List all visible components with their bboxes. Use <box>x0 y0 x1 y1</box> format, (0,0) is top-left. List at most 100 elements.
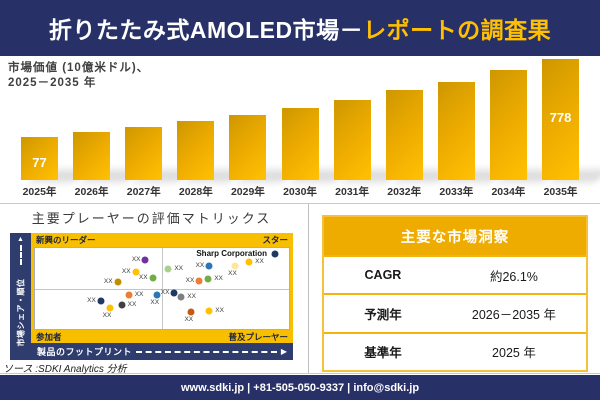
x-axis-tick: 2034年 <box>491 186 526 198</box>
x-axis-tick: 2032年 <box>387 186 422 198</box>
matrix-y-axis-band: ▲ 市場シェア・順位 <box>10 233 31 360</box>
chart-caption: 市場価値 (10億米ドル)、 2025－2035 年 <box>8 61 149 91</box>
scatter-point-dot <box>149 274 157 282</box>
x-axis-dashed-line <box>136 350 277 353</box>
up-arrow-icon: ▲ <box>17 236 24 243</box>
player-evaluation-matrix: ▲ 市場シェア・順位 新興のリーダー スター XX XX XX XX XX XX XX XX X… <box>10 233 293 360</box>
footer-contact-text: www.sdki.jp | +81-505-050-9337 | info@sd… <box>180 381 420 394</box>
matrix-scatter-plot: XX XX XX XX XX XX XX XX XX Sharp Corporation XX XX X… <box>34 246 290 331</box>
matrix-top-band: 新興のリーダー スター <box>31 233 293 247</box>
bar-value-label: 77 <box>32 155 47 171</box>
chart-caption-line2: 2025－2035 年 <box>8 77 97 89</box>
matrix-bottom-band: 参加者 普及プレーヤー <box>31 330 293 343</box>
matrix-title: 主要プレーヤーの評価マトリックス <box>31 211 272 226</box>
matrix-main: 新興のリーダー スター XX XX XX XX XX XX XX XX XX Sharp Corp… <box>31 233 293 360</box>
footer-bar: www.sdki.jp | +81-505-050-9337 | info@sd… <box>0 375 600 400</box>
scatter-point-label: XX <box>184 315 194 323</box>
scatter-point-label: XX <box>174 265 184 273</box>
bar-2029年 <box>229 115 267 180</box>
scatter-point-label: XX <box>255 257 264 265</box>
table-row-value: 約26.1% <box>489 269 538 284</box>
bar-2031年 <box>333 100 371 180</box>
insights-table-header: 主要な市場洞察 <box>324 217 586 255</box>
scatter-point-dot <box>114 278 122 286</box>
source-note: ソース :SDKI Analytics 分析 <box>3 364 127 375</box>
bar-2030年 <box>281 108 319 180</box>
x-axis-tick: 2027年 <box>126 186 161 198</box>
bar-2033年 <box>437 82 475 180</box>
bar-2034年 <box>489 70 527 180</box>
scatter-point-label: XX <box>103 278 113 286</box>
scatter-point-dot <box>195 277 203 285</box>
scatter-point-dot <box>170 289 178 297</box>
x-axis-tick: 2025年 <box>22 186 57 198</box>
scatter-point-label: XX <box>131 255 141 263</box>
scatter-point-dot <box>97 297 105 305</box>
bar-value-label: 778 <box>549 109 572 125</box>
table-row-value: 2025 年 <box>492 346 536 361</box>
scatter-point-label: XX <box>150 298 160 306</box>
scatter-point-label: XX <box>102 311 112 319</box>
quadrant-label-participants: 参加者 <box>36 331 62 342</box>
page-title-accent: レポートの調査果 <box>363 17 552 43</box>
header-banner: 折りたたみ式AMOLED市場－ レポートの調査果 <box>0 0 600 56</box>
scatter-point-label: XX <box>185 277 195 285</box>
y-axis-dashed-line <box>19 245 22 265</box>
x-axis-tick: 2033年 <box>439 186 474 198</box>
matrix-x-axis-band: 製品のフットプリント ▶ <box>31 343 293 360</box>
quadrant-label-emerging-leaders: 新興のリーダー <box>36 234 96 245</box>
scatter-point-dot <box>118 301 126 309</box>
x-axis-tick: 2029年 <box>230 186 265 198</box>
x-axis-tick: 2028年 <box>178 186 213 198</box>
chart-caption-line1: 市場価値 (10億米ドル)、 <box>8 62 150 74</box>
quadrant-divider-horizontal <box>35 288 289 290</box>
scatter-point-label: XX <box>187 292 196 300</box>
x-axis-tick: 2035年 <box>543 186 578 198</box>
scatter-point-label: XX <box>87 296 96 304</box>
right-arrow-icon: ▶ <box>280 346 287 356</box>
table-row: 基準年 2025 年 <box>324 331 586 370</box>
scatter-point-label: XX <box>134 290 144 298</box>
table-row-value: 2026－2035 年 <box>471 307 556 322</box>
x-axis-tick: 2026年 <box>74 186 109 198</box>
scatter-point-dot <box>153 291 161 299</box>
quadrant-label-stars: スター <box>262 234 288 245</box>
scatter-point-dot <box>205 262 213 269</box>
scatter-point-label: XX <box>228 270 237 278</box>
scatter-point-label: XX <box>215 306 224 314</box>
page-title-main: 折りたたみ式AMOLED市場－ <box>48 17 364 43</box>
bar-2025年: 77 <box>21 137 58 180</box>
market-insights-table: 主要な市場洞察 CAGR 約26.1% 予測年 2026－2035 年基準年 2025 … <box>322 215 588 372</box>
insights-table-rows: CAGR 約26.1% 予測年 2026－2035 年基準年 2025 年 <box>324 255 586 370</box>
scatter-point-dot <box>204 275 212 283</box>
scatter-point-label: XX <box>138 274 148 282</box>
scatter-point-dot <box>164 265 172 273</box>
table-row-label: 予測年 <box>364 307 402 322</box>
matrix-x-axis-label: 製品のフットプリント <box>37 347 133 358</box>
matrix-y-axis-label: 市場シェア・順位 <box>16 278 25 347</box>
scatter-point-dot <box>271 250 279 258</box>
x-axis-tick: 2031年 <box>335 186 370 198</box>
divider-vertical <box>308 203 309 373</box>
scatter-point-dot <box>187 308 195 316</box>
scatter-point-label: XX <box>195 261 205 269</box>
scatter-point-dot <box>106 304 114 312</box>
bar-2035年: 778 <box>542 59 579 180</box>
scatter-point-label: Sharp Corporation <box>196 248 268 258</box>
scatter-point-dot <box>177 293 185 301</box>
bar-2027年 <box>125 127 163 180</box>
quadrant-label-pervasive-players: 普及プレーヤー <box>228 331 288 342</box>
bar-2028年 <box>177 121 215 180</box>
scatter-point-label: XX <box>127 300 137 308</box>
table-row-label: CAGR <box>364 268 402 283</box>
divider-horizontal-top <box>0 203 600 204</box>
scatter-point-label: XX <box>121 268 131 276</box>
scatter-point-dot <box>245 258 253 266</box>
table-row-label: 基準年 <box>364 346 402 361</box>
scatter-point-dot <box>125 291 133 299</box>
scatter-point-label: XX <box>214 275 223 283</box>
scatter-point-dot <box>205 307 213 315</box>
table-row: 予測年 2026－2035 年 <box>324 293 586 331</box>
bar-2026年 <box>73 132 111 180</box>
